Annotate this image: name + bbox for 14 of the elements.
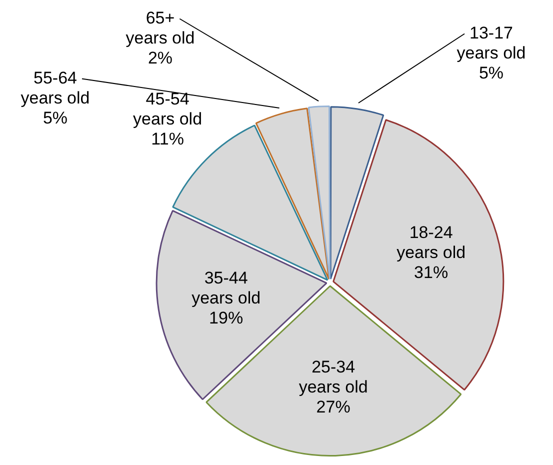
data-label: 31% (414, 262, 448, 282)
data-label: 27% (316, 397, 350, 416)
slice-label: 55-64 years old (20, 68, 90, 108)
data-label: 5% (478, 63, 504, 82)
slice-label: 45-54 years old (133, 90, 202, 129)
data-label: 5% (42, 108, 68, 128)
slice-label: 25-34 years old (298, 357, 368, 396)
data-label: 19% (209, 308, 244, 328)
data-label: 11% (151, 130, 184, 149)
slice-label: 18-24 years old (396, 222, 466, 262)
slice-label: 13-17 years old (456, 23, 526, 62)
slice-label: 65+ years old (126, 8, 195, 48)
data-label: 2% (148, 48, 173, 68)
slice-label: 35-44 years old (192, 268, 261, 308)
